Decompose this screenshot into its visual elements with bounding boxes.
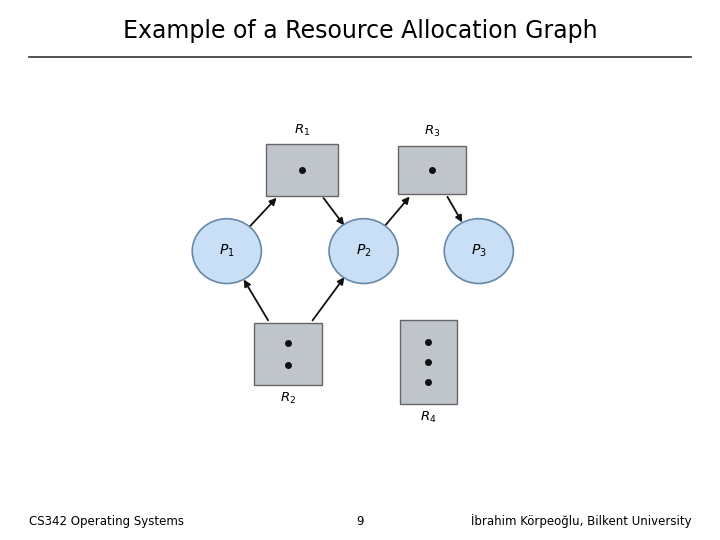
FancyBboxPatch shape: [400, 320, 457, 404]
Text: $P_{2}$: $P_{2}$: [356, 243, 372, 259]
Ellipse shape: [192, 219, 261, 284]
Ellipse shape: [444, 219, 513, 284]
Ellipse shape: [329, 219, 398, 284]
Text: $R_{4}$: $R_{4}$: [420, 410, 436, 425]
FancyBboxPatch shape: [266, 144, 338, 195]
Text: Example of a Resource Allocation Graph: Example of a Resource Allocation Graph: [122, 19, 598, 43]
Text: $R_{1}$: $R_{1}$: [294, 123, 310, 138]
FancyBboxPatch shape: [397, 146, 467, 194]
Text: İbrahim Körpeoğlu, Bilkent University: İbrahim Körpeoğlu, Bilkent University: [471, 514, 691, 528]
Text: CS342 Operating Systems: CS342 Operating Systems: [29, 515, 184, 528]
Text: $P_{1}$: $P_{1}$: [219, 243, 235, 259]
Text: $P_{3}$: $P_{3}$: [471, 243, 487, 259]
Text: $R_{2}$: $R_{2}$: [280, 391, 296, 406]
FancyBboxPatch shape: [254, 322, 323, 384]
Text: $R_{3}$: $R_{3}$: [424, 124, 440, 139]
Text: 9: 9: [356, 515, 364, 528]
